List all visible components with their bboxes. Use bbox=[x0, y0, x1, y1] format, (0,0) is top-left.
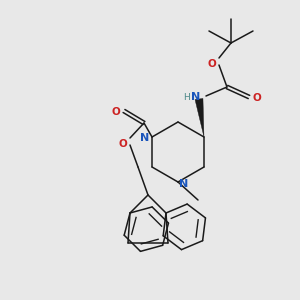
Text: O: O bbox=[112, 107, 120, 117]
Text: O: O bbox=[253, 93, 261, 103]
Text: H: H bbox=[184, 92, 190, 101]
Polygon shape bbox=[195, 98, 204, 137]
Text: N: N bbox=[191, 92, 201, 102]
Text: O: O bbox=[118, 139, 127, 149]
Text: O: O bbox=[208, 59, 216, 69]
Text: N: N bbox=[179, 179, 189, 189]
Text: N: N bbox=[140, 133, 150, 143]
